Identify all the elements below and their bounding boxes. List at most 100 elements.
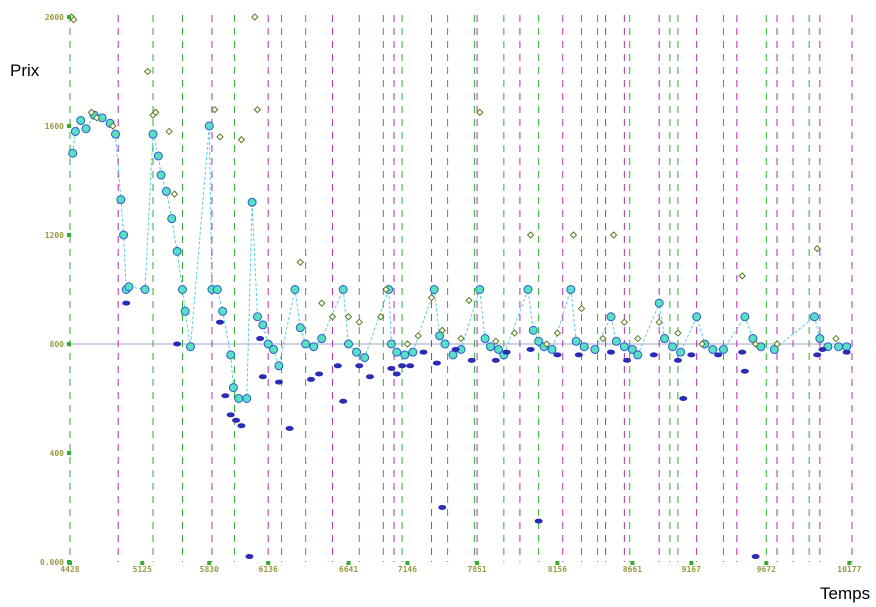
- data-point: [534, 518, 543, 524]
- y-tick-label: 1600: [45, 122, 64, 131]
- data-point: [547, 344, 557, 354]
- data-point: [173, 341, 182, 347]
- data-point: [116, 195, 126, 205]
- data-point: [403, 340, 412, 348]
- data-point: [253, 105, 262, 114]
- data-point: [301, 339, 311, 349]
- data-point: [692, 312, 702, 322]
- data-point: [676, 347, 686, 357]
- data-point: [534, 336, 544, 346]
- data-point: [542, 340, 551, 348]
- data-point: [156, 170, 166, 180]
- data-point: [633, 350, 643, 360]
- data-point: [842, 349, 851, 355]
- data-point: [493, 344, 503, 354]
- x-tick-label: 4428: [60, 565, 79, 574]
- data-point: [429, 285, 439, 294]
- data-point: [119, 230, 129, 240]
- data-point: [599, 334, 607, 343]
- data-point: [818, 346, 827, 352]
- data-point: [769, 344, 779, 354]
- data-point: [237, 423, 246, 429]
- data-point: [398, 363, 407, 369]
- data-point: [376, 313, 385, 321]
- y-tick: [67, 342, 71, 346]
- data-point: [392, 347, 402, 357]
- y-tick-label: 800: [50, 340, 65, 349]
- data-point: [813, 352, 822, 358]
- data-point: [569, 231, 578, 239]
- data-point: [751, 554, 760, 560]
- x-tick: [68, 561, 72, 565]
- data-point: [832, 334, 840, 343]
- data-point: [414, 332, 422, 340]
- data-point: [718, 344, 728, 354]
- data-point: [606, 312, 616, 322]
- data-point: [674, 329, 682, 337]
- data-point: [317, 334, 327, 344]
- data-point: [226, 412, 235, 418]
- data-point: [360, 353, 370, 363]
- y-tick-label: 1200: [45, 231, 64, 240]
- data-point: [773, 340, 781, 348]
- data-point: [590, 344, 600, 354]
- data-point: [170, 190, 179, 198]
- data-point: [619, 342, 629, 352]
- data-point: [606, 349, 615, 355]
- x-tick: [630, 561, 635, 565]
- data-point: [355, 318, 363, 326]
- data-point: [68, 148, 78, 158]
- data-point: [476, 108, 484, 117]
- data-point: [668, 342, 678, 352]
- data-point: [365, 374, 374, 380]
- data-point: [177, 285, 187, 294]
- data-point: [502, 349, 511, 355]
- data-point: [623, 357, 632, 363]
- data-point: [714, 352, 723, 358]
- data-point: [611, 336, 621, 346]
- data-point: [339, 398, 348, 404]
- data-point: [526, 231, 535, 239]
- data-point: [448, 350, 458, 360]
- data-point: [386, 339, 396, 349]
- x-tick-label: 8156: [548, 565, 567, 574]
- price-path: [72, 114, 847, 399]
- y-tick-label: 400: [50, 449, 65, 458]
- data-point: [226, 350, 236, 360]
- data-point: [834, 342, 844, 352]
- data-point: [634, 334, 642, 343]
- data-point: [274, 379, 283, 385]
- data-point: [553, 329, 562, 337]
- x-tick: [140, 561, 145, 565]
- data-point: [842, 342, 852, 352]
- data-point: [382, 285, 390, 294]
- data-point: [245, 554, 254, 560]
- data-point: [328, 313, 337, 321]
- data-point: [70, 126, 80, 136]
- x-tick: [475, 561, 480, 565]
- data-point: [151, 108, 160, 117]
- y-tick: [67, 124, 71, 128]
- x-tick-label: 7146: [398, 565, 417, 574]
- x-tick: [405, 561, 410, 565]
- data-point: [660, 334, 670, 344]
- data-point: [186, 342, 196, 352]
- data-point: [740, 368, 749, 374]
- data-point: [813, 244, 821, 253]
- data-point: [70, 16, 78, 24]
- data-point: [216, 133, 224, 141]
- x-tick-label: 6136: [259, 565, 278, 574]
- data-point: [258, 320, 268, 330]
- data-point: [285, 425, 294, 431]
- x-tick: [555, 561, 560, 565]
- data-point: [687, 352, 696, 358]
- data-point: [577, 304, 586, 313]
- data-point: [338, 285, 348, 294]
- data-point: [153, 151, 163, 161]
- data-point: [579, 342, 589, 352]
- data-point: [751, 340, 760, 348]
- data-point: [698, 340, 706, 348]
- data-point: [290, 285, 300, 294]
- data-point: [480, 334, 490, 344]
